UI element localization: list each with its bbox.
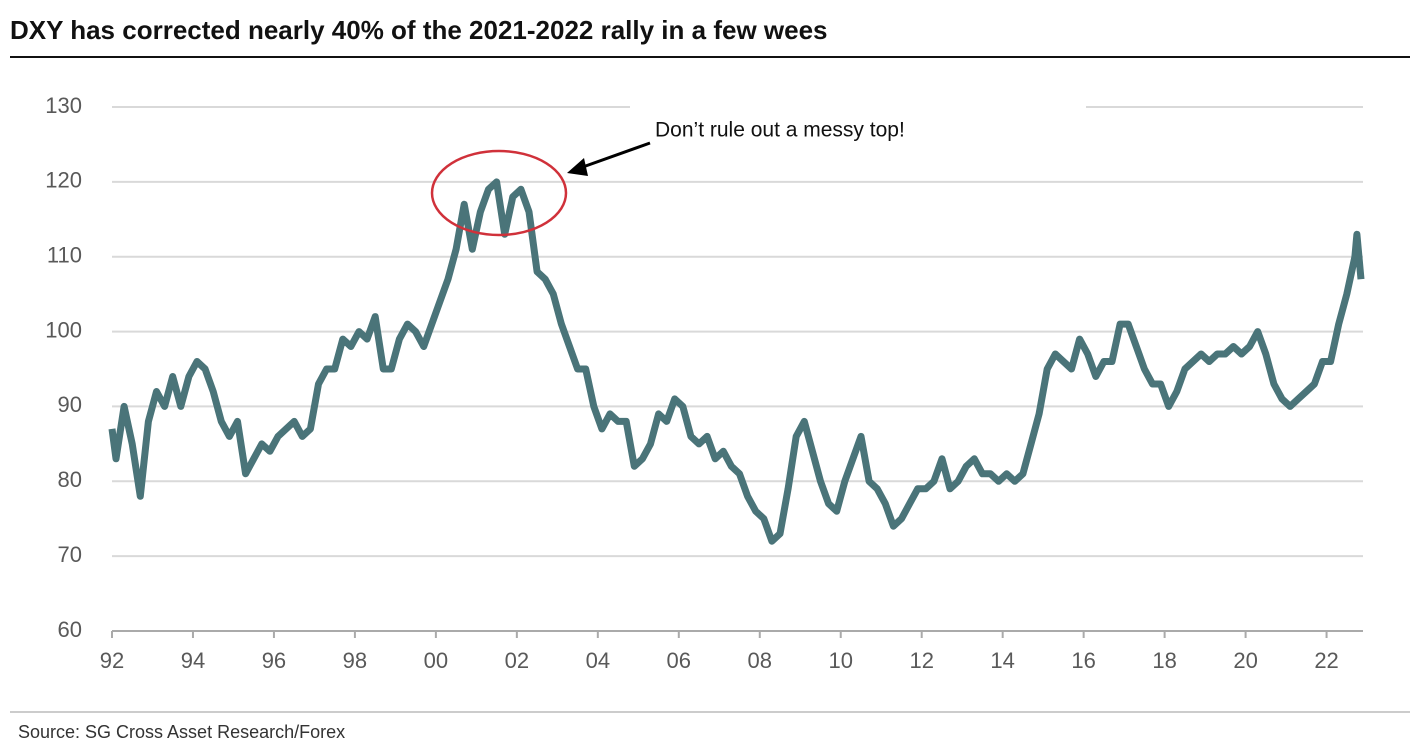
highlight-circle (430, 149, 568, 237)
annotation-backdrop (630, 98, 1086, 118)
y-tick-label: 100 (45, 317, 82, 342)
x-tick-label: 98 (343, 648, 367, 673)
annotation: Don’t rule out a messy top! (655, 119, 905, 142)
y-tick-label: 80 (58, 467, 82, 492)
chart-title: DXY has corrected nearly 40% of the 2021… (10, 15, 828, 45)
x-tick-label: 12 (909, 648, 933, 673)
x-tick-label: 10 (828, 648, 852, 673)
x-tick-label: 04 (586, 648, 610, 673)
y-tick-label: 70 (58, 542, 82, 567)
plot-area: 60 70 80 90 100 110 120 130 92 94 96 98 00 02 04 06 08 10… (45, 93, 1365, 673)
y-tick-label: 110 (47, 243, 82, 268)
annotation-arrow (579, 141, 651, 170)
x-tick-label: 00 (424, 648, 448, 673)
x-tick-label: 16 (1071, 648, 1095, 673)
x-tick-label: 92 (100, 648, 124, 673)
arrow-head (567, 158, 588, 176)
x-tick-label: 22 (1314, 648, 1338, 673)
source: Source: SG Cross Asset Research/Forex (18, 722, 345, 742)
data-line (108, 178, 1365, 545)
y-tick-label: 120 (45, 168, 82, 193)
y-tick-label: 130 (45, 93, 82, 118)
x-tick-label: 14 (990, 648, 1014, 673)
x-tick-label: 96 (262, 648, 286, 673)
x-tick-label: 94 (181, 648, 205, 673)
y-tick-label: 90 (58, 392, 82, 417)
y-tick-label: 60 (58, 617, 82, 642)
x-tick-label: 06 (667, 648, 691, 673)
x-tick-label: 02 (505, 648, 529, 673)
x-tick-label: 20 (1233, 648, 1257, 673)
x-tick-label: 18 (1152, 648, 1176, 673)
x-tick-label: 08 (748, 648, 772, 673)
